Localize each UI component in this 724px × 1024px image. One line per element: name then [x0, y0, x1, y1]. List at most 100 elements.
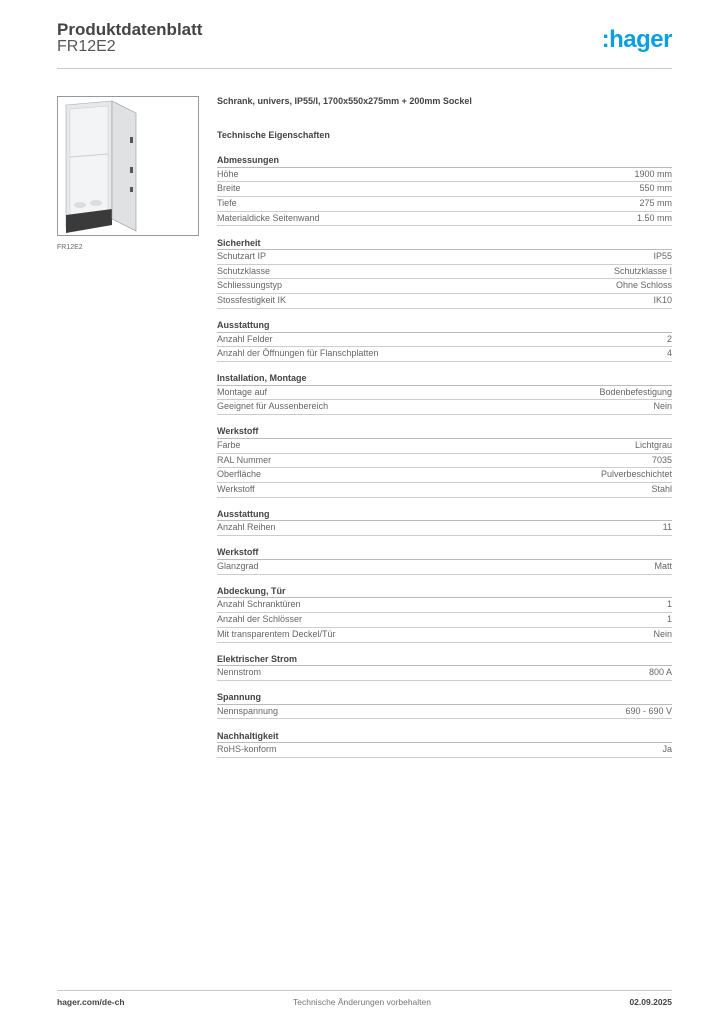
property-value: 1 [666, 614, 672, 625]
property-label: Glanzgrad [217, 560, 259, 571]
property-section: Ausstattung Anzahl Reihen 11 [217, 507, 672, 537]
section-title: Elektrischer Strom [217, 652, 672, 667]
property-section: Werkstoff Glanzgrad Matt [217, 545, 672, 575]
property-value: Matt [654, 560, 672, 571]
property-row: Geeignet für Aussenbereich Nein [217, 400, 672, 416]
section-title: Nachhaltigkeit [217, 729, 672, 744]
property-row: Werkstoff Stahl [217, 483, 672, 498]
property-row: Anzahl der Schlösser 1 [217, 613, 672, 628]
property-row: Farbe Lichtgrau [217, 439, 672, 454]
footer-note: Technische Änderungen vorbehalten [293, 997, 431, 1007]
footer-date: 02.09.2025 [629, 997, 672, 1007]
property-label: Nennstrom [217, 667, 262, 678]
property-label: Anzahl der Schlösser [217, 614, 303, 625]
property-label: Höhe [217, 168, 239, 179]
property-value: 1900 mm [634, 168, 672, 179]
footer-divider [57, 990, 672, 991]
property-value: Bodenbefestigung [599, 386, 672, 397]
property-section: Spannung Nennspannung 690 - 690 V [217, 690, 672, 720]
property-value: IP55 [653, 251, 672, 262]
section-title: Werkstoff [217, 545, 672, 560]
property-label: RAL Nummer [217, 454, 272, 465]
property-value: Schutzklasse I [613, 265, 672, 276]
property-label: Geeignet für Aussenbereich [217, 401, 329, 412]
property-row: Schliessungstyp Ohne Schloss [217, 279, 672, 295]
property-value: 2 [666, 333, 672, 344]
property-label: Stossfestigkeit IK [217, 295, 287, 306]
section-title: Abdeckung, Tür [217, 584, 672, 599]
property-value: 1 [666, 599, 672, 610]
product-code: FR12E2 [57, 38, 116, 55]
property-value: Stahl [651, 484, 672, 494]
property-row: Oberfläche Pulverbeschichtet [217, 468, 672, 483]
property-row: RoHS-konform Ja [217, 743, 672, 758]
property-label: Anzahl Felder [217, 333, 273, 344]
property-section: Elektrischer Strom Nennstrom 800 A [217, 652, 672, 681]
property-section: Ausstattung Anzahl Felder 2 Anzahl der Öffn… [217, 318, 672, 362]
section-title: Ausstattung [217, 507, 672, 522]
footer-website-link[interactable]: hager.com/de-ch [57, 997, 125, 1007]
property-row: Glanzgrad Matt [217, 560, 672, 575]
property-row: Nennstrom 800 A [217, 666, 672, 681]
property-label: Oberfläche [217, 469, 262, 480]
property-section: Abdeckung, Tür Anzahl Schranktüren 1 Anzahl… [217, 584, 672, 643]
section-title: Sicherheit [217, 236, 672, 251]
header-divider [57, 68, 672, 69]
property-row: Schutzart IP IP55 [217, 250, 672, 265]
property-value: Lichtgrau [634, 439, 672, 450]
property-value: Nein [653, 628, 672, 639]
property-value: IK10 [653, 295, 672, 306]
hager-logo: :hager [601, 26, 673, 53]
section-title: Ausstattung [217, 318, 672, 333]
property-value: Nein [653, 401, 672, 412]
product-image [57, 96, 199, 236]
property-value: 690 - 690 V [625, 705, 672, 716]
property-section: Nachhaltigkeit RoHS-konform Ja [217, 729, 672, 758]
image-caption: FR12E2 [57, 244, 83, 251]
property-value: 1.50 mm [636, 212, 672, 223]
property-value: Ja [662, 744, 672, 755]
cabinet-illustration [65, 100, 137, 233]
property-row: Anzahl Reihen 11 [217, 521, 672, 537]
property-row: Montage auf Bodenbefestigung [217, 386, 672, 401]
property-value: Pulverbeschichtet [600, 469, 672, 480]
property-label: Anzahl Schranktüren [217, 599, 301, 610]
property-label: Schutzart IP [217, 251, 267, 262]
property-row: Anzahl Felder 2 [217, 333, 672, 348]
section-title: Spannung [217, 690, 672, 705]
property-row: RAL Nummer 7035 [217, 454, 672, 469]
property-row: Schutzklasse Schutzklasse I [217, 265, 672, 280]
property-label: Schliessungstyp [217, 280, 283, 291]
property-label: RoHS-konform [217, 744, 277, 755]
property-section: Sicherheit Schutzart IP IP55 Schutzklasse Sc… [217, 236, 672, 309]
property-row: Anzahl Schranktüren 1 [217, 598, 672, 614]
property-value: 550 mm [639, 183, 672, 194]
property-label: Anzahl Reihen [217, 522, 276, 533]
property-value: Ohne Schloss [615, 280, 672, 291]
property-row: Mit transparentem Deckel/Tür Nein [217, 628, 672, 643]
property-section: Installation, Montage Montage auf Bodenbef… [217, 371, 672, 416]
page-title: Produktdatenblatt [57, 20, 203, 39]
property-label: Mit transparentem Deckel/Tür [217, 628, 336, 639]
product-description: Schrank, univers, IP55/I, 1700x550x275mm… [217, 96, 472, 106]
property-row: Breite 550 mm [217, 182, 672, 197]
tech-properties-heading: Technische Eigenschaften [217, 130, 330, 140]
property-label: Anzahl der Öffnungen für Flanschplatten [217, 348, 379, 359]
property-label: Breite [217, 183, 241, 194]
section-title: Abmessungen [217, 153, 672, 168]
property-value: 800 A [648, 667, 672, 678]
section-title: Installation, Montage [217, 371, 672, 386]
property-label: Schutzklasse [217, 265, 271, 276]
property-label: Farbe [217, 439, 241, 450]
property-value: 7035 [651, 454, 672, 465]
property-row: Nennspannung 690 - 690 V [217, 705, 672, 720]
property-section: Abmessungen Höhe 1900 mm Breite 550 mm Tiefe 2… [217, 153, 672, 227]
property-row: Tiefe 275 mm [217, 197, 672, 212]
property-section: Werkstoff Farbe Lichtgrau RAL Nummer 7035 Obe… [217, 424, 672, 498]
property-value: 11 [662, 522, 672, 533]
property-row: Stossfestigkeit IK IK10 [217, 294, 672, 309]
property-row: Materialdicke Seitenwand 1.50 mm [217, 212, 672, 227]
property-label: Montage auf [217, 386, 268, 397]
property-label: Materialdicke Seitenwand [217, 212, 320, 223]
property-row: Anzahl der Öffnungen für Flanschplatten 4 [217, 347, 672, 362]
